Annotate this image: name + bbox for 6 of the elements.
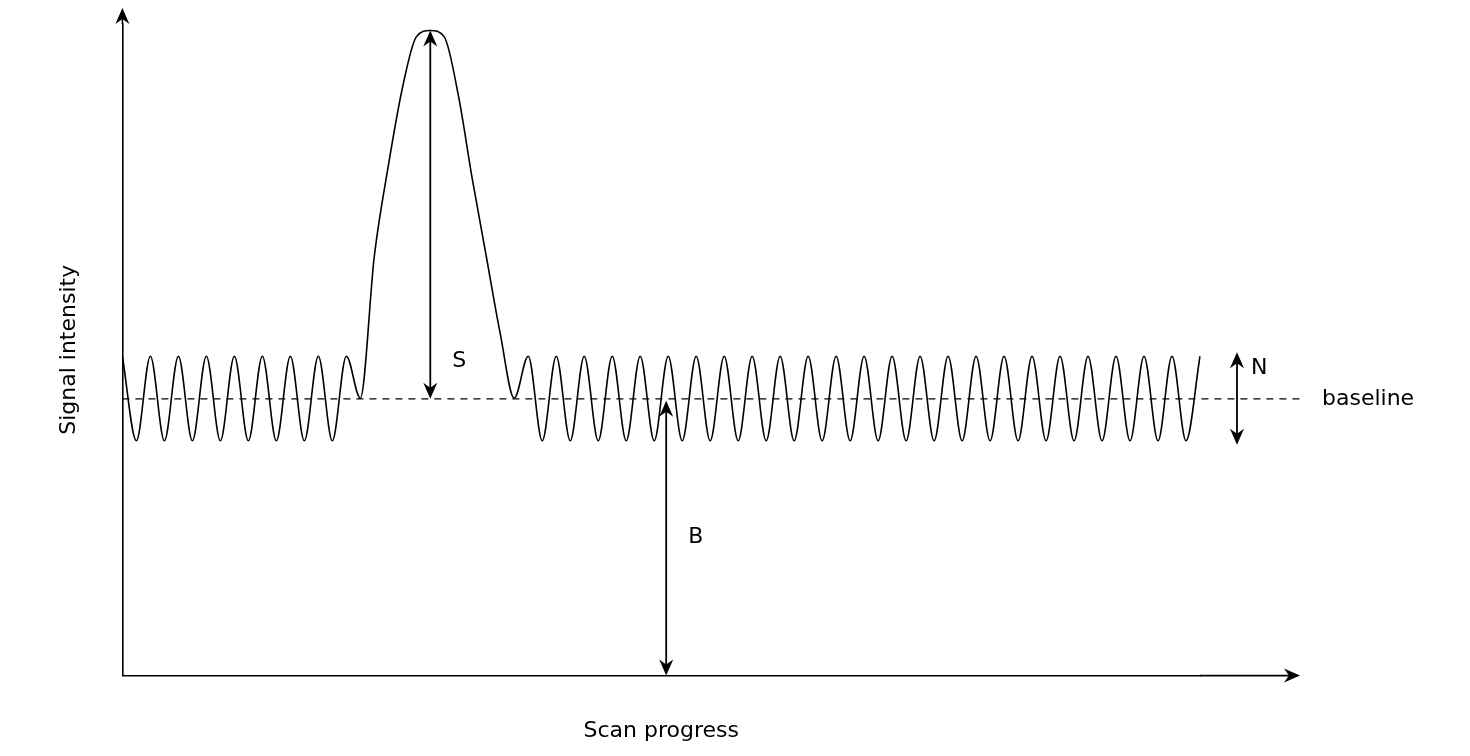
text: N (1251, 353, 1268, 379)
x-axis-title: Scan progress (583, 716, 739, 742)
annotation: B (688, 522, 704, 548)
annotation: S (452, 346, 467, 372)
y-axis-title: Signal intensity (54, 264, 80, 435)
ref-line-label: baseline (1322, 384, 1415, 410)
